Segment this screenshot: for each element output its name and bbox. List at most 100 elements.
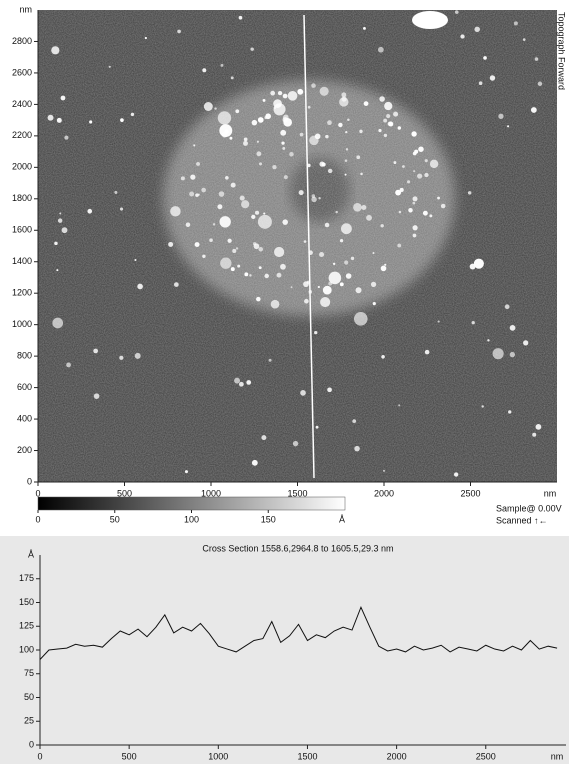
particle bbox=[263, 212, 266, 215]
particle bbox=[238, 381, 244, 387]
particle bbox=[243, 140, 248, 146]
particle bbox=[283, 175, 288, 180]
particle bbox=[381, 355, 385, 359]
particle bbox=[262, 98, 266, 102]
particle bbox=[256, 140, 260, 143]
particle bbox=[413, 170, 416, 173]
colorbar-tick-label: 50 bbox=[110, 514, 120, 524]
channel-label: Topograph Forward bbox=[557, 12, 567, 90]
particle bbox=[300, 390, 306, 396]
particle bbox=[532, 432, 537, 437]
particle bbox=[424, 159, 428, 163]
particle bbox=[418, 146, 424, 152]
colorbar bbox=[37, 496, 346, 511]
particle bbox=[360, 172, 363, 176]
particle bbox=[270, 299, 280, 309]
particle bbox=[203, 102, 213, 111]
particle bbox=[54, 241, 58, 246]
particle bbox=[274, 246, 285, 258]
particle bbox=[230, 267, 235, 272]
particle bbox=[276, 272, 282, 278]
particle bbox=[217, 204, 223, 210]
particle bbox=[195, 193, 199, 197]
particle bbox=[377, 46, 384, 53]
particle bbox=[473, 258, 484, 269]
particle bbox=[383, 133, 388, 138]
particle bbox=[513, 21, 518, 26]
particle bbox=[258, 266, 262, 270]
particle bbox=[314, 331, 318, 335]
particle bbox=[282, 146, 286, 150]
y-tick-label: 0 bbox=[29, 739, 34, 749]
particle bbox=[492, 348, 504, 360]
particle bbox=[209, 238, 213, 242]
particle bbox=[321, 162, 326, 167]
particle bbox=[256, 151, 262, 157]
x-tick-label: 1500 bbox=[287, 488, 307, 498]
particle bbox=[168, 241, 174, 247]
x-tick-label: 2000 bbox=[387, 751, 407, 761]
particle bbox=[134, 352, 141, 359]
particle bbox=[185, 222, 191, 228]
y-tick-label: 1400 bbox=[12, 256, 32, 266]
particle bbox=[347, 118, 350, 121]
particle bbox=[307, 105, 311, 109]
particle bbox=[508, 410, 512, 414]
particle bbox=[220, 257, 232, 269]
particle bbox=[530, 107, 537, 113]
particle bbox=[47, 114, 54, 121]
particle bbox=[327, 168, 333, 174]
particle bbox=[422, 210, 428, 216]
particle bbox=[259, 162, 263, 166]
particle bbox=[244, 272, 249, 277]
colorbar-tick-label: 100 bbox=[184, 514, 199, 524]
particle bbox=[108, 65, 111, 68]
particle bbox=[230, 182, 236, 188]
particle bbox=[239, 195, 245, 201]
particle bbox=[56, 269, 59, 272]
particle bbox=[299, 132, 304, 137]
y-tick-label: 600 bbox=[17, 382, 32, 392]
x-tick-label: 0 bbox=[37, 751, 42, 761]
y-tick-label: 800 bbox=[17, 351, 32, 361]
particle bbox=[383, 118, 388, 123]
particle bbox=[469, 263, 476, 270]
particle bbox=[411, 131, 417, 137]
particle bbox=[60, 95, 66, 101]
particle bbox=[277, 90, 283, 96]
particle bbox=[237, 264, 241, 268]
x-axis-label: nm bbox=[551, 751, 564, 761]
particle bbox=[184, 470, 188, 474]
particle bbox=[258, 246, 264, 252]
particle bbox=[235, 109, 240, 114]
particle bbox=[504, 304, 510, 310]
particle bbox=[328, 271, 342, 285]
y-tick-label: 100 bbox=[19, 644, 34, 654]
particle bbox=[134, 258, 137, 262]
particle bbox=[345, 148, 349, 151]
particle bbox=[317, 285, 320, 289]
particle bbox=[251, 459, 258, 466]
particle bbox=[453, 472, 459, 477]
particle bbox=[328, 281, 333, 286]
y-tick-label: 1000 bbox=[12, 319, 32, 329]
particle bbox=[144, 36, 147, 40]
particle bbox=[303, 240, 307, 243]
particle bbox=[372, 252, 375, 255]
particle bbox=[437, 320, 440, 323]
particle bbox=[537, 81, 543, 87]
particle bbox=[429, 214, 433, 218]
particle bbox=[93, 348, 98, 354]
x-tick-label: 2500 bbox=[476, 751, 496, 761]
particle bbox=[272, 164, 277, 170]
particle bbox=[386, 113, 391, 119]
y-tick-label: 150 bbox=[19, 597, 34, 607]
particle bbox=[130, 112, 135, 117]
x-tick-label: 1500 bbox=[297, 751, 317, 761]
particle bbox=[535, 423, 542, 430]
particle bbox=[339, 97, 349, 107]
particle bbox=[408, 207, 413, 213]
particle bbox=[319, 86, 329, 96]
